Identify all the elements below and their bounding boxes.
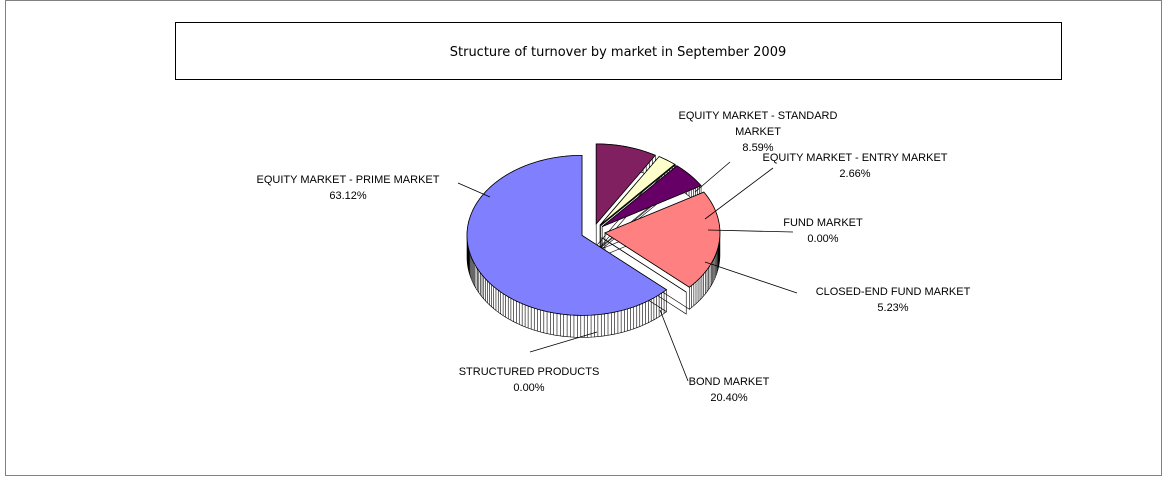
leader-line — [704, 167, 774, 220]
label-category: FUND MARKET — [783, 217, 863, 229]
slice — [600, 164, 676, 226]
slice — [599, 156, 676, 226]
label-value: 8.59% — [742, 142, 774, 154]
data-label: FUND MARKET 0.00% — [723, 215, 923, 247]
slice — [604, 191, 721, 288]
slice — [466, 154, 668, 316]
label-category: EQUITY MARKET - PRIME MARKET — [256, 174, 440, 186]
leader-line — [659, 309, 689, 382]
leader-lines — [457, 161, 798, 382]
data-label: CLOSED-END FUND MARKET 5.23% — [778, 284, 1008, 316]
label-category: EQUITY MARKET - ENTRY MARKET — [762, 152, 948, 164]
chart-title: Structure of turnover by market in Septe… — [450, 45, 786, 60]
label-value: 0.00% — [807, 233, 839, 245]
leader-line — [707, 229, 794, 233]
leader-line — [529, 331, 598, 353]
label-value: 63.12% — [329, 190, 367, 202]
leader-line — [457, 182, 491, 198]
label-category: CLOSED-END FUND MARKET — [815, 286, 971, 298]
label-category: STRUCTURED PRODUCTS — [458, 366, 600, 378]
title-box — [175, 22, 1062, 80]
label-value: 20.40% — [710, 392, 748, 404]
leader-line — [694, 161, 731, 193]
data-label: EQUITY MARKET - PRIME MARKET 63.12% — [233, 172, 463, 204]
leader-line — [704, 261, 798, 294]
label-category: BOND MARKET — [688, 376, 770, 388]
slice — [595, 143, 656, 225]
slice-side — [601, 237, 687, 315]
slice — [601, 237, 687, 293]
data-label: EQUITY MARKET - ENTRY MARKET 2.66% — [740, 150, 970, 182]
label-category: EQUITY MARKET - STANDARD MARKET — [678, 110, 838, 138]
data-label: STRUCTURED PRODUCTS 0.00% — [429, 364, 629, 396]
label-value: 0.00% — [513, 382, 545, 394]
data-label: EQUITY MARKET - STANDARD MARKET 8.59% — [676, 108, 841, 156]
pie-tops — [466, 143, 721, 316]
slice — [601, 165, 702, 227]
label-value: 5.23% — [877, 302, 909, 314]
data-label: BOND MARKET 20.40% — [629, 374, 829, 406]
label-value: 2.66% — [839, 168, 871, 180]
